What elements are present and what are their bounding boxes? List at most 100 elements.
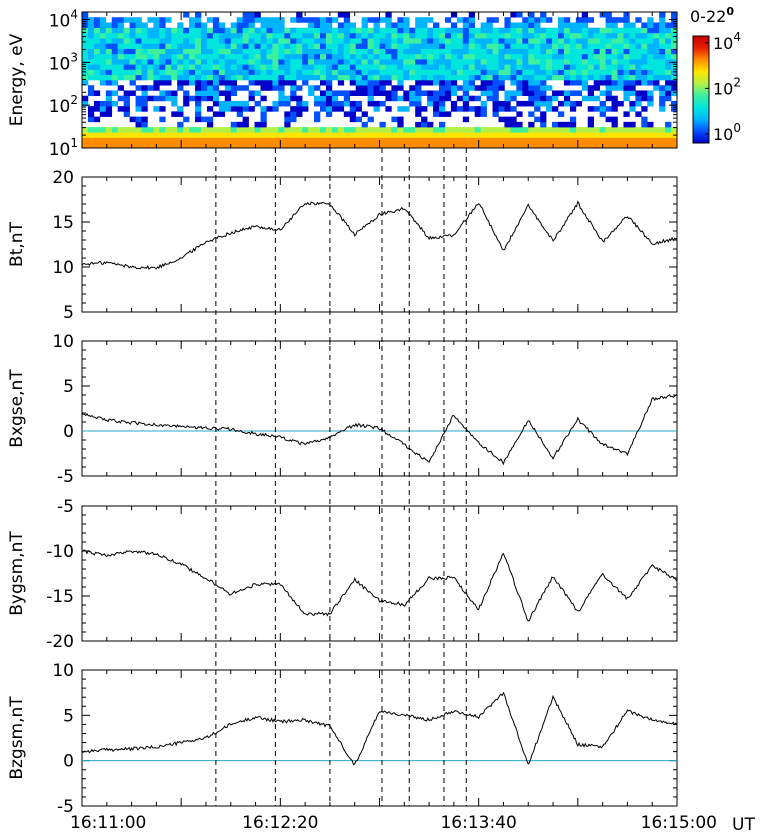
spectrogram-cell	[409, 32, 416, 39]
spectrogram-cell	[534, 64, 541, 70]
spectrogram-cell	[462, 85, 470, 91]
spectrogram-cell	[581, 59, 589, 65]
spectrogram-cell	[296, 17, 303, 23]
spectrogram-cell	[296, 32, 303, 39]
spectrogram-cell	[367, 53, 374, 60]
spectrogram-cell	[421, 53, 428, 60]
spectrogram-cell	[552, 38, 559, 44]
spectrogram-cell	[641, 59, 648, 65]
spectrogram-cell	[159, 90, 166, 96]
spectrogram-cell	[522, 53, 529, 60]
spectrogram-cell	[635, 27, 642, 34]
spectrogram-cell	[492, 48, 499, 55]
spectrogram-cell	[183, 142, 190, 149]
spectrogram-cell	[314, 43, 321, 49]
spectrogram-cell	[123, 43, 130, 49]
spectrogram-cell	[498, 132, 505, 138]
spectrogram-cell	[486, 32, 493, 39]
spectrogram-cell	[653, 53, 660, 60]
spectrogram-cell	[266, 59, 273, 65]
spectrogram-cell	[153, 127, 160, 133]
spectrogram-cell	[266, 32, 273, 39]
spectrogram-cell	[563, 22, 571, 28]
spectrogram-cell	[385, 22, 392, 28]
spectrogram-cell	[195, 43, 202, 49]
spectrogram-cell	[177, 80, 184, 86]
spectrogram-cell	[135, 32, 142, 39]
spectrogram-cell	[379, 48, 386, 55]
spectrogram-cell	[403, 137, 410, 144]
spectrogram-cell	[355, 48, 362, 55]
spectrogram-cell	[415, 22, 422, 28]
spectrogram-cell	[569, 32, 577, 39]
spectrogram-cell	[349, 69, 356, 76]
spectrogram-cell	[587, 116, 594, 123]
spectrogram-cell	[540, 32, 547, 39]
spectrogram-cell	[111, 22, 118, 28]
spectrogram-cell	[623, 64, 630, 70]
spectrogram-cell	[165, 90, 172, 96]
spectrogram-cell	[99, 137, 107, 144]
spectrogram-cell	[480, 59, 487, 65]
spectrogram-cell	[373, 132, 380, 138]
spectrogram-cell	[266, 85, 273, 91]
spectrogram-cell	[260, 121, 267, 128]
spectrogram-cell	[254, 80, 261, 86]
spectrogram-cell	[665, 121, 672, 128]
spectrogram-cell	[82, 74, 89, 81]
spectrogram-cell	[456, 137, 464, 144]
spectrogram-cell	[254, 12, 261, 18]
spectrogram-cell	[284, 69, 291, 76]
spectrogram-cell	[403, 69, 410, 76]
spectrogram-cell	[212, 59, 220, 65]
spectrogram-cell	[129, 32, 136, 39]
spectrogram-cell	[510, 90, 517, 96]
spectrogram-cell	[587, 59, 594, 65]
spectrogram-cell	[123, 74, 130, 81]
spectrogram-cell	[421, 17, 428, 23]
spectrogram-cell	[439, 127, 446, 133]
spectrogram-cell	[314, 38, 321, 44]
spectrogram-cell	[587, 74, 594, 81]
spectrogram-cell	[349, 137, 356, 144]
spectrogram-cell	[528, 142, 535, 149]
spectrogram-cell	[498, 38, 505, 44]
spectrogram-cell	[367, 95, 374, 102]
spectrogram-cell	[611, 64, 618, 70]
spectrogram-cell	[111, 69, 118, 76]
spectrogram-cell	[183, 59, 190, 65]
spectrogram-cell	[183, 43, 190, 49]
spectrogram-cell	[147, 32, 154, 39]
spectrogram-cell	[290, 38, 297, 44]
spectrogram-cell	[93, 69, 101, 76]
spectrogram-cell	[290, 95, 297, 102]
spectrogram-cell	[421, 80, 428, 86]
spectrogram-cell	[486, 95, 493, 102]
spectrogram-cell	[593, 95, 600, 102]
spectrogram-cell	[540, 116, 547, 123]
spectrogram-cell	[105, 48, 113, 55]
spectrogram-cell	[605, 127, 612, 133]
spectrogram-cell	[141, 27, 148, 34]
spectrogram-cell	[343, 53, 351, 60]
spectrogram-cell	[212, 85, 220, 91]
spectrogram-cell	[433, 142, 440, 149]
spectrogram-cell	[266, 142, 273, 149]
spectrogram-cell	[111, 137, 118, 144]
spectrogram-cell	[433, 53, 440, 60]
spectrogram-cell	[534, 32, 541, 39]
spectrogram-cell	[349, 53, 356, 60]
spectrogram-cell	[201, 64, 208, 70]
spectrogram-cell	[349, 43, 356, 49]
spectrogram-cell	[320, 127, 327, 133]
spectrogram-cell	[534, 69, 541, 76]
spectrogram-cell	[224, 106, 232, 112]
spectrogram-cell	[498, 48, 505, 55]
spectrogram-cell	[201, 69, 208, 76]
spectrogram-cell	[474, 95, 481, 102]
spectrogram-cell	[522, 43, 529, 49]
spectrogram-cell	[325, 95, 333, 102]
spectrogram-cell	[189, 53, 196, 60]
spectrogram-cell	[569, 90, 577, 96]
spectrogram-cell	[474, 27, 481, 34]
